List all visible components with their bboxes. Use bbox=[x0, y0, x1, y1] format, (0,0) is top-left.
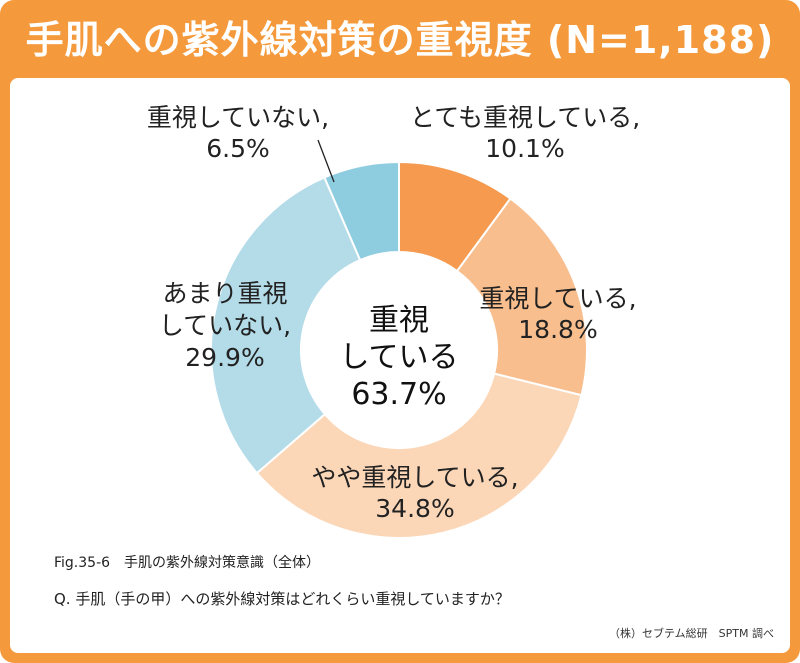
chart-title: 手肌への紫外線対策の重視度 (N=1,188) bbox=[25, 18, 775, 62]
slice-value-text: 10.1% bbox=[485, 134, 565, 163]
slice-value-text: 29.9% bbox=[185, 343, 265, 372]
slice-value-text: 6.5% bbox=[206, 134, 270, 163]
slice-label-text: あまり重視していない, bbox=[158, 279, 292, 340]
slice-label-very-important: とても重視している, 10.1% bbox=[410, 102, 640, 164]
slice-label-text: 重視していない, bbox=[146, 103, 330, 132]
leader-line bbox=[317, 139, 335, 183]
slice-label-text: やや重視している, bbox=[311, 463, 519, 492]
slice-somewhat-important bbox=[255, 372, 583, 539]
slice-label-somewhat-important: やや重視している, 34.8% bbox=[290, 462, 540, 524]
slice-label-text: とても重視している, bbox=[410, 103, 641, 132]
slice-label-not-important: 重視していない, 6.5% bbox=[128, 102, 348, 164]
center-label-line1: 重視 bbox=[369, 303, 429, 338]
slice-label-text: 重視している, bbox=[479, 284, 637, 313]
slice-important bbox=[455, 197, 588, 397]
slice-value-text: 34.8% bbox=[375, 494, 455, 523]
donut-center-label: 重視 している 63.7% bbox=[322, 302, 476, 413]
center-label-value: 63.7% bbox=[351, 377, 447, 412]
slice-label-important: 重視している, 18.8% bbox=[468, 283, 648, 345]
slice-not-important bbox=[323, 160, 400, 262]
slice-not-very-important bbox=[210, 176, 362, 475]
donut-slices bbox=[210, 160, 588, 539]
source-credit: （株）セブテム総研 SPTM 調べ bbox=[609, 627, 774, 640]
slice-value-text: 18.8% bbox=[518, 315, 598, 344]
slice-label-not-very-important: あまり重視していない, 29.9% bbox=[150, 278, 300, 374]
survey-question: Q. 手肌（手の甲）への紫外線対策はどれくらい重視していますか？ bbox=[54, 590, 510, 608]
center-label-line2: している bbox=[339, 340, 459, 375]
figure-caption: Fig.35-6 手肌の紫外線対策意識（全体） bbox=[54, 555, 321, 571]
